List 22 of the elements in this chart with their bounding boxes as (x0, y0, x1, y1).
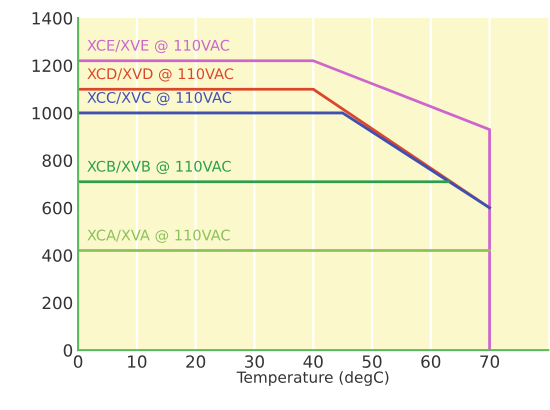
x-tick-label: 40 (303, 355, 323, 368)
x-axis-title: Temperature (degC) (236, 371, 388, 386)
x-tick-label: 10 (128, 355, 146, 368)
x-tick-label: 20 (186, 355, 206, 368)
series-label: XCA/XVA @ 110VAC (87, 230, 230, 243)
y-tick-label: 600 (42, 202, 72, 214)
y-tick-label: 1000 (32, 106, 72, 120)
y-tick-label: 400 (42, 249, 72, 262)
x-tick-label: 60 (421, 355, 440, 368)
series-label: XCD/XVD @ 110VAC (87, 68, 234, 82)
y-tick-label: 800 (42, 154, 72, 167)
x-tick-label: 70 (480, 355, 500, 368)
series-label: XCB/XVB @ 110VAC (87, 160, 231, 174)
x-tick-label: 50 (362, 355, 382, 368)
x-tick-label: 30 (245, 355, 264, 368)
series-label: XCC/XVC @ 110VAC (87, 92, 232, 106)
x-tick-label: 0 (74, 355, 82, 368)
y-tick-label: 1200 (32, 59, 72, 72)
series-label: XCE/XVE @ 110VAC (87, 40, 230, 54)
y-tick-label: 0 (64, 344, 72, 357)
y-tick-label: 200 (42, 296, 72, 310)
y-tick-label: 1400 (32, 12, 72, 25)
